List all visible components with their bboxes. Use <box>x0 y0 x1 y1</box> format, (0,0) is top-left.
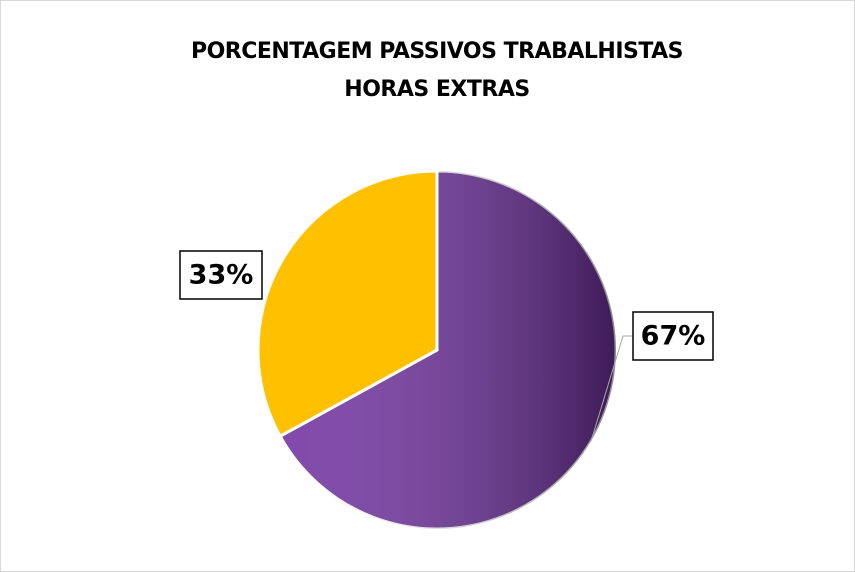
value-label-box <box>632 311 714 361</box>
value-label: 67% <box>641 321 706 352</box>
value-label-box <box>179 250 263 300</box>
value-label: 33% <box>189 260 254 291</box>
pie-slice <box>256 169 439 439</box>
leader-line <box>590 335 633 442</box>
chart-title: PORCENTAGEM PASSIVOS TRABALHISTAS <box>191 39 683 64</box>
chart-title: HORAS EXTRAS <box>344 77 529 102</box>
